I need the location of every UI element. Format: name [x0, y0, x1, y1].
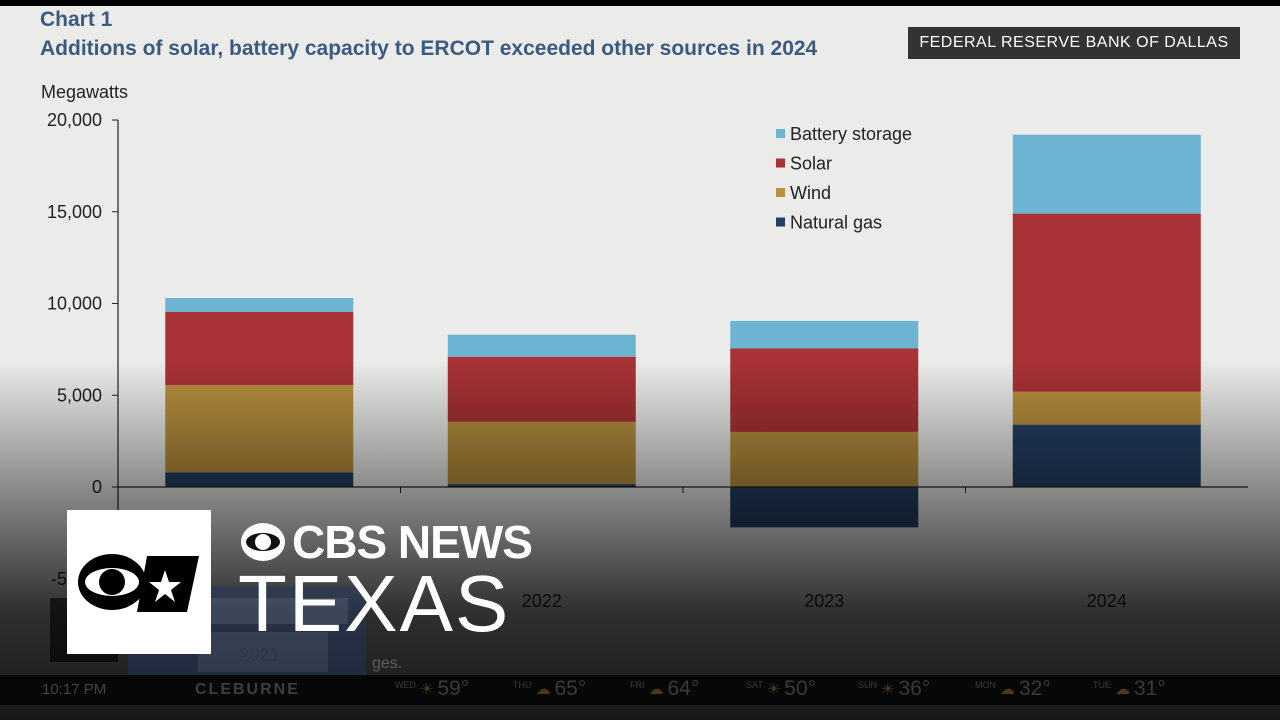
forecast-day: SUN ☀ 36° — [858, 677, 930, 701]
forecast-day: SAT ☀ 50° — [746, 677, 816, 701]
chart-title: Additions of solar, battery capacity to … — [40, 37, 818, 60]
cloud-icon: ☁ — [648, 681, 664, 698]
cbs-eye-11-icon — [78, 554, 199, 612]
cloud-icon: ☁ — [535, 681, 551, 698]
bar-battery-storage-2024 — [1012, 134, 1201, 214]
forecast-day: THU ☁ 65° — [513, 677, 586, 701]
source-badge: FEDERAL RESERVE BANK OF DALLAS — [908, 27, 1240, 59]
sun-icon: ☀ — [420, 681, 434, 698]
sun-icon: ☀ — [766, 681, 781, 698]
forecast-day: WED ☀ 59° — [395, 677, 469, 701]
forecast-day: FRI ☁ 64° — [630, 677, 699, 701]
lower-gradient — [0, 360, 1280, 720]
bar-battery-storage-2023 — [730, 320, 919, 349]
brand-top-text: CBS NEWS — [292, 516, 533, 568]
forecast-day: TUE ☁ 31° — [1093, 677, 1166, 701]
forecast-temp: 50° — [784, 677, 817, 700]
ghost-cbs-news-texas-logo-icon — [198, 598, 348, 672]
legend-swatch — [776, 188, 785, 197]
ticker-city: CLEBURNE — [195, 681, 300, 698]
forecast-temp: 31° — [1134, 677, 1166, 700]
legend-label: Solar — [790, 154, 832, 174]
forecast-day-label: SAT — [746, 680, 763, 690]
cbs11-logo — [67, 510, 211, 654]
sun-icon: ☀ — [881, 681, 895, 698]
y-tick-label: 20,000 — [47, 110, 102, 130]
legend-swatch — [776, 158, 785, 168]
legend-label: Natural gas — [790, 213, 882, 233]
forecast-temp: 64° — [667, 677, 700, 700]
forecast-day-label: SUN — [858, 680, 878, 690]
y-tick-label: 15,000 — [47, 202, 102, 222]
bar-battery-storage-2022 — [447, 334, 636, 357]
brand-texas: TEXAS — [238, 559, 511, 648]
ticker-time: 10:17 PM — [42, 681, 107, 698]
legend-label: Wind — [790, 183, 831, 203]
y-tick-label: 10,000 — [47, 294, 102, 314]
forecast-temp: 36° — [898, 677, 931, 700]
forecast-temp: 65° — [554, 677, 587, 700]
bar-battery-storage-2021 — [165, 297, 354, 312]
chart-number: Chart 1 — [40, 8, 113, 31]
forecast-day-label: FRI — [630, 680, 645, 690]
brand-cbs-news: CBS NEWS — [240, 516, 533, 568]
forecast-day: MON ☁ 32° — [975, 677, 1051, 701]
cbs-eye-icon — [241, 523, 285, 561]
forecast-temp: 32° — [1019, 677, 1051, 700]
y-axis-label: Megawatts — [41, 82, 129, 102]
source-note-fragment: ges. — [372, 655, 403, 672]
legend-swatch — [776, 129, 785, 138]
forecast-temp: 59° — [437, 677, 470, 700]
weather-ticker: 10:17 PM CLEBURNE WED ☀ 59° THU ☁ 65° FRI ☁ 64° S… — [0, 675, 1280, 705]
cloud-icon: ☁ — [1115, 681, 1130, 698]
forecast-day-label: THU — [513, 680, 532, 690]
forecast-day-label: MON — [975, 680, 996, 690]
forecast-day-label: TUE — [1093, 680, 1111, 690]
cloud-icon: ☁ — [1000, 681, 1015, 698]
legend-label: Battery storage — [790, 124, 912, 144]
forecast-day-label: WED — [395, 680, 416, 690]
legend-swatch — [776, 217, 785, 227]
